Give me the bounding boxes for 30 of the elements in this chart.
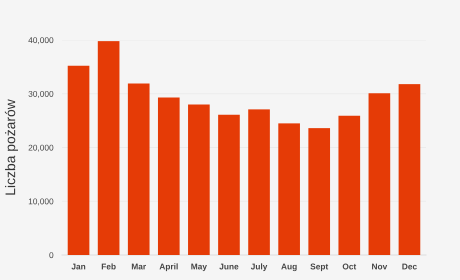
x-tick-label: Dec [402, 264, 417, 270]
x-tick-label: Sept [310, 264, 328, 272]
x-tick-label: Oct [342, 264, 356, 270]
x-tick-label: Aug [281, 264, 297, 272]
bar [308, 128, 330, 255]
y-tick-label: 10,000 [28, 198, 54, 206]
y-tick-label: 30,000 [28, 90, 54, 98]
y-tick-label: 0 [49, 252, 54, 258]
x-tick-label: Nov [372, 264, 388, 270]
y-tick-label: 40,000 [28, 37, 54, 44]
x-tick-label: Jan [71, 264, 86, 270]
x-tick-label: Feb [102, 263, 116, 270]
x-tick-label: Mar [132, 264, 146, 270]
x-tick-label: May [191, 264, 207, 272]
bar [368, 93, 390, 255]
bar [158, 98, 180, 255]
y-tick-label: 20,000 [28, 144, 54, 152]
bar [218, 114, 240, 255]
bar [68, 66, 90, 255]
bar [188, 104, 210, 255]
x-tick-label: June [219, 264, 238, 270]
x-tick-label: April [160, 263, 178, 272]
y-axis-title: Liczba pożarów [4, 99, 18, 195]
bar [248, 109, 270, 255]
x-tick-label: July [250, 263, 268, 272]
bar [398, 84, 420, 255]
bar [128, 84, 150, 255]
bar [98, 41, 120, 255]
bar [278, 123, 300, 255]
bar [338, 116, 360, 255]
